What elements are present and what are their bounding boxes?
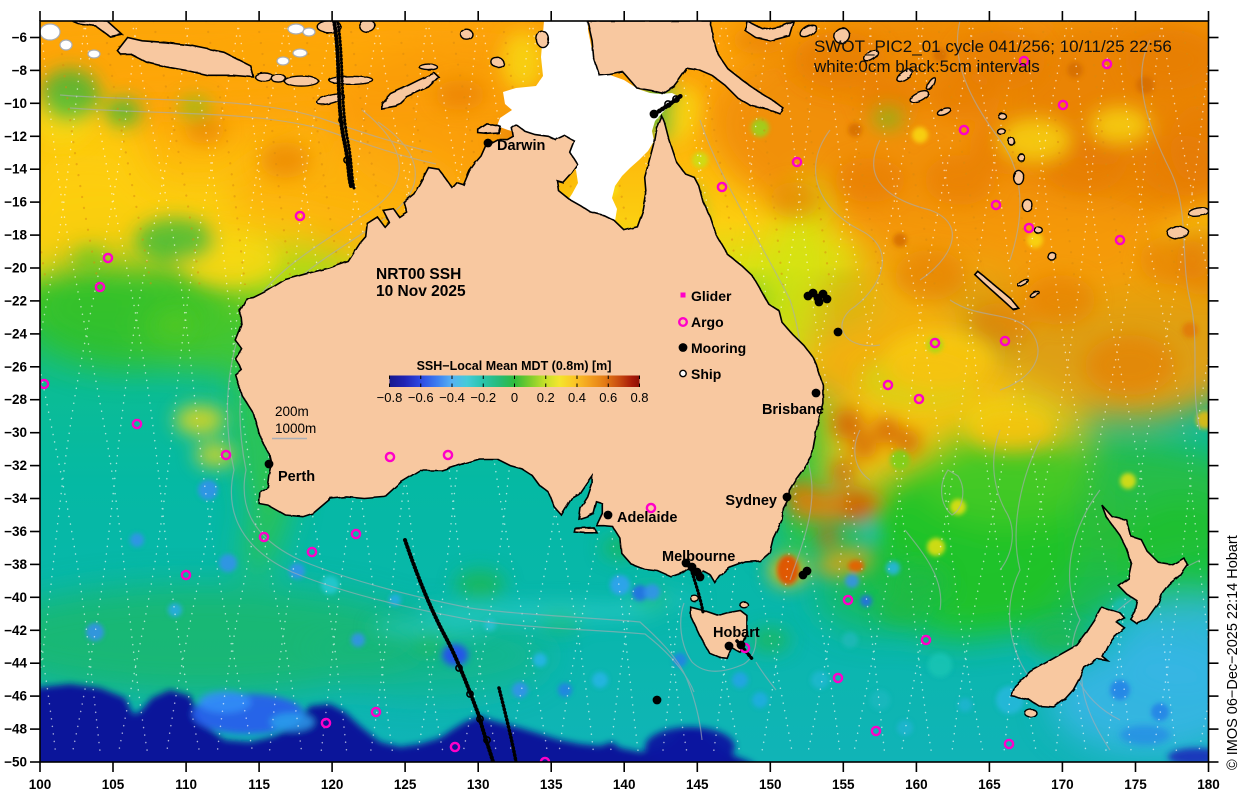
svg-text:Darwin: Darwin	[497, 138, 545, 154]
svg-text:© IMOS 06−Dec−2025 22:14 Hobar: © IMOS 06−Dec−2025 22:14 Hobart	[1225, 535, 1241, 770]
svg-text:0.8: 0.8	[630, 390, 648, 405]
svg-text:NRT00 SSH: NRT00 SSH	[376, 266, 461, 283]
svg-text:Sydney: Sydney	[725, 493, 777, 509]
svg-text:−30: −30	[4, 425, 27, 440]
svg-text:−18: −18	[4, 228, 27, 243]
svg-text:−8: −8	[12, 63, 28, 78]
svg-text:−36: −36	[4, 524, 27, 539]
svg-text:−16: −16	[4, 195, 27, 210]
svg-text:130: 130	[467, 777, 490, 792]
svg-text:Brisbane: Brisbane	[762, 402, 824, 418]
svg-text:165: 165	[978, 777, 1001, 792]
svg-text:−24: −24	[4, 326, 27, 341]
svg-text:SSH−Local Mean MDT (0.8m) [m]: SSH−Local Mean MDT (0.8m) [m]	[417, 359, 612, 373]
svg-text:−32: −32	[4, 458, 27, 473]
svg-text:110: 110	[175, 777, 197, 792]
svg-text:135: 135	[540, 777, 563, 792]
svg-text:175: 175	[1124, 777, 1147, 792]
svg-text:−50: −50	[4, 755, 27, 770]
svg-text:140: 140	[613, 777, 636, 792]
svg-text:−0.4: −0.4	[439, 390, 465, 405]
svg-text:Perth: Perth	[278, 469, 315, 485]
svg-text:−20: −20	[4, 261, 27, 276]
svg-text:Mooring: Mooring	[691, 340, 746, 356]
svg-text:0.2: 0.2	[537, 390, 555, 405]
svg-text:160: 160	[905, 777, 928, 792]
svg-text:SWOT_PIC2_01 cycle 041/256; 10: SWOT_PIC2_01 cycle 041/256; 10/11/25 22:…	[814, 37, 1172, 56]
svg-text:0.4: 0.4	[568, 390, 586, 405]
svg-text:0.6: 0.6	[599, 390, 617, 405]
svg-text:−22: −22	[4, 293, 27, 308]
svg-text:white:0cm black:5cm intervals: white:0cm black:5cm intervals	[813, 57, 1040, 76]
svg-text:125: 125	[394, 777, 417, 792]
svg-text:105: 105	[102, 777, 125, 792]
svg-text:115: 115	[248, 777, 270, 792]
svg-text:200m: 200m	[275, 404, 309, 419]
svg-text:Adelaide: Adelaide	[617, 510, 677, 526]
svg-text:Argo: Argo	[691, 314, 724, 330]
svg-text:10 Nov 2025: 10 Nov 2025	[376, 283, 466, 300]
svg-text:145: 145	[686, 777, 709, 792]
svg-text:0: 0	[511, 390, 518, 405]
svg-text:Melbourne: Melbourne	[662, 549, 735, 565]
svg-text:−28: −28	[4, 392, 27, 407]
svg-text:Hobart: Hobart	[713, 625, 760, 641]
svg-text:150: 150	[759, 777, 782, 792]
svg-text:Ship: Ship	[691, 366, 721, 382]
svg-text:−14: −14	[4, 162, 27, 177]
svg-text:−48: −48	[4, 722, 27, 737]
svg-text:−0.8: −0.8	[377, 390, 403, 405]
svg-text:−44: −44	[4, 656, 27, 671]
svg-text:100: 100	[29, 777, 52, 792]
svg-text:−26: −26	[4, 359, 27, 374]
svg-text:−10: −10	[4, 96, 27, 111]
svg-text:170: 170	[1051, 777, 1074, 792]
svg-text:−0.2: −0.2	[470, 390, 496, 405]
svg-text:Glider: Glider	[691, 288, 732, 304]
svg-text:−42: −42	[4, 623, 27, 638]
svg-text:120: 120	[321, 777, 344, 792]
svg-text:−0.6: −0.6	[408, 390, 434, 405]
svg-text:−40: −40	[4, 590, 27, 605]
svg-text:−12: −12	[4, 129, 27, 144]
svg-text:155: 155	[832, 777, 855, 792]
svg-text:1000m: 1000m	[275, 421, 316, 436]
svg-text:−46: −46	[4, 689, 27, 704]
svg-text:−38: −38	[4, 557, 27, 572]
svg-text:180: 180	[1197, 777, 1220, 792]
svg-text:−34: −34	[4, 491, 27, 506]
svg-text:−6: −6	[12, 30, 28, 45]
